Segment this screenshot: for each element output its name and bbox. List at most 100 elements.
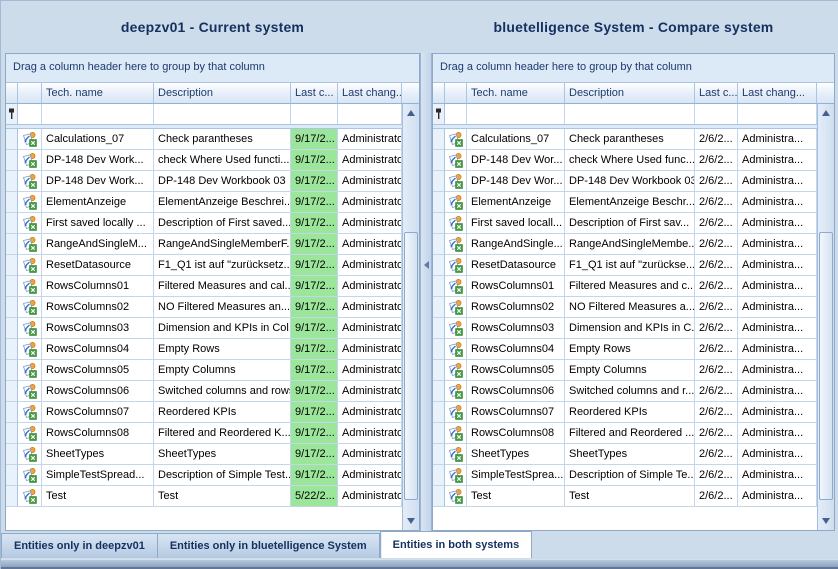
table-row[interactable]: RowsColumns07 Reordered KPIs 9/17/2... A… xyxy=(6,402,402,423)
table-row[interactable]: DP-148 Dev Wor... check Where Used func.… xyxy=(433,150,817,171)
workbook-icon xyxy=(22,152,37,168)
table-row[interactable]: RowsColumns05 Empty Columns 2/6/2... Adm… xyxy=(433,360,817,381)
filter-cell[interactable] xyxy=(445,104,467,124)
row-icon-cell xyxy=(445,297,467,318)
filter-cell-date[interactable] xyxy=(291,104,338,124)
table-row[interactable]: RowsColumns04 Empty Rows 9/17/2... Admin… xyxy=(6,339,402,360)
scroll-up-icon[interactable] xyxy=(818,105,834,121)
table-row[interactable]: RowsColumns03 Dimension and KPIs in Col.… xyxy=(6,318,402,339)
row-indicator-cell xyxy=(6,297,18,318)
cell-description: Description of Simple Test... xyxy=(154,465,291,486)
filter-cell-desc[interactable] xyxy=(565,104,695,124)
table-row[interactable]: DP-148 Dev Work... DP-148 Dev Workbook 0… xyxy=(6,171,402,192)
scrollbar-thumb[interactable] xyxy=(819,231,833,501)
table-row[interactable]: RowsColumns02 NO Filtered Measures an...… xyxy=(6,297,402,318)
table-row[interactable]: Test Test 2/6/2... Administra... xyxy=(433,486,817,507)
cell-tech-name: RangeAndSingle... xyxy=(467,234,565,255)
table-row[interactable]: RowsColumns08 Filtered and Reordered K..… xyxy=(6,423,402,444)
table-row[interactable]: RowsColumns07 Reordered KPIs 2/6/2... Ad… xyxy=(433,402,817,423)
table-row[interactable]: RangeAndSingle... RangeAndSingleMembe...… xyxy=(433,234,817,255)
header-last-changed-by[interactable]: Last chang... xyxy=(338,82,402,104)
table-row[interactable]: RowsColumns08 Filtered and Reordered ...… xyxy=(433,423,817,444)
cell-last-changed-date: 2/6/2... xyxy=(695,297,738,318)
table-row[interactable]: ResetDatasource F1_Q1 ist auf "zurückset… xyxy=(6,255,402,276)
header-tech-name[interactable]: Tech. name xyxy=(467,82,565,104)
table-row[interactable]: SheetTypes SheetTypes 9/17/2... Administ… xyxy=(6,444,402,465)
cell-last-changed-date: 2/6/2... xyxy=(695,192,738,213)
table-rows-container: Calculations_07 Check parantheses 9/17/2… xyxy=(6,129,402,507)
filter-cell-date[interactable] xyxy=(695,104,738,124)
header-icon-col[interactable] xyxy=(18,82,42,104)
table-row[interactable]: RowsColumns06 Switched columns and r... … xyxy=(433,381,817,402)
scroll-down-icon[interactable] xyxy=(818,513,834,529)
group-by-band[interactable]: Drag a column header here to group by th… xyxy=(6,54,419,82)
table-row[interactable]: RowsColumns01 Filtered Measures and c...… xyxy=(433,276,817,297)
row-indicator-cell xyxy=(6,423,18,444)
table-row[interactable]: SimpleTestSprea... Description of Simple… xyxy=(433,465,817,486)
table-row[interactable]: ElementAnzeige ElementAnzeige Beschr... … xyxy=(433,192,817,213)
table-row[interactable]: Calculations_07 Check parantheses 2/6/2.… xyxy=(433,129,817,150)
table-row[interactable]: First saved locall... Description of Fir… xyxy=(433,213,817,234)
table-row[interactable]: Test Test 5/22/2... Administrator xyxy=(6,486,402,507)
filter-cell-user[interactable] xyxy=(338,104,402,124)
cell-description: Filtered and Reordered K... xyxy=(154,423,291,444)
table-row[interactable]: Calculations_07 Check parantheses 9/17/2… xyxy=(6,129,402,150)
tab-entities-only-in-current[interactable]: Entities only in deepzv01 xyxy=(1,533,158,558)
workbook-icon xyxy=(448,320,463,336)
header-last-changed-date[interactable]: Last c... xyxy=(695,82,738,104)
table-row[interactable]: RowsColumns04 Empty Rows 2/6/2... Admini… xyxy=(433,339,817,360)
cell-last-changed-date: 2/6/2... xyxy=(695,234,738,255)
cell-description: Empty Columns xyxy=(565,360,695,381)
table-row[interactable]: DP-148 Dev Wor... DP-148 Dev Workbook 03… xyxy=(433,171,817,192)
row-indicator-cell xyxy=(433,360,445,381)
cell-last-changed-by: Administra... xyxy=(738,381,817,402)
workbook-icon xyxy=(22,362,37,378)
table-row[interactable]: RowsColumns02 NO Filtered Measures a... … xyxy=(433,297,817,318)
table-row[interactable]: RowsColumns06 Switched columns and rows … xyxy=(6,381,402,402)
table-row[interactable]: ResetDatasource F1_Q1 ist auf "zurückse.… xyxy=(433,255,817,276)
cell-description: Reordered KPIs xyxy=(154,402,291,423)
filter-pin-icon xyxy=(436,108,441,119)
header-tech-name[interactable]: Tech. name xyxy=(42,82,154,104)
vertical-scrollbar[interactable] xyxy=(817,104,834,530)
cell-description: Description of First saved... xyxy=(154,213,291,234)
header-last-changed-date[interactable]: Last c... xyxy=(291,82,338,104)
header-icon-col[interactable] xyxy=(445,82,467,104)
cell-description: ElementAnzeige Beschr... xyxy=(565,192,695,213)
table-row[interactable]: DP-148 Dev Work... check Where Used func… xyxy=(6,150,402,171)
table-row[interactable]: SimpleTestSpread... Description of Simpl… xyxy=(6,465,402,486)
row-icon-cell xyxy=(18,465,42,486)
row-icon-cell xyxy=(445,213,467,234)
table-row[interactable]: RowsColumns01 Filtered Measures and cal.… xyxy=(6,276,402,297)
tab-entities-in-both-systems[interactable]: Entities in both systems xyxy=(379,531,533,558)
header-last-changed-by[interactable]: Last chang... xyxy=(738,82,817,104)
filter-cell-desc[interactable] xyxy=(154,104,291,124)
table-row[interactable]: RangeAndSingleM... RangeAndSingleMemberF… xyxy=(6,234,402,255)
vertical-scrollbar[interactable] xyxy=(402,104,419,530)
filter-cell[interactable] xyxy=(18,104,42,124)
cell-last-changed-date: 2/6/2... xyxy=(695,381,738,402)
cell-last-changed-date: 2/6/2... xyxy=(695,129,738,150)
table-row[interactable]: RowsColumns05 Empty Columns 9/17/2... Ad… xyxy=(6,360,402,381)
tab-entities-only-in-compare[interactable]: Entities only in bluetelligence System xyxy=(157,533,380,558)
header-description[interactable]: Description xyxy=(154,82,291,104)
cell-tech-name: RowsColumns07 xyxy=(467,402,565,423)
header-description[interactable]: Description xyxy=(565,82,695,104)
filter-cell-tech[interactable] xyxy=(467,104,565,124)
scroll-down-icon[interactable] xyxy=(403,513,419,529)
filter-row xyxy=(433,104,817,125)
table-row[interactable]: RowsColumns03 Dimension and KPIs in C...… xyxy=(433,318,817,339)
table-row[interactable]: SheetTypes SheetTypes 2/6/2... Administr… xyxy=(433,444,817,465)
filter-cell-user[interactable] xyxy=(738,104,817,124)
cell-last-changed-by: Administrator xyxy=(338,192,402,213)
cell-tech-name: RowsColumns05 xyxy=(42,360,154,381)
filter-cell-tech[interactable] xyxy=(42,104,154,124)
panel-splitter[interactable] xyxy=(420,53,432,531)
cell-description: Filtered and Reordered ... xyxy=(565,423,695,444)
scrollbar-thumb[interactable] xyxy=(404,231,418,501)
collapse-left-icon[interactable] xyxy=(424,261,429,269)
table-row[interactable]: First saved locally ... Description of F… xyxy=(6,213,402,234)
table-row[interactable]: ElementAnzeige ElementAnzeige Beschrei..… xyxy=(6,192,402,213)
scroll-up-icon[interactable] xyxy=(403,105,419,121)
group-by-band[interactable]: Drag a column header here to group by th… xyxy=(433,54,834,82)
